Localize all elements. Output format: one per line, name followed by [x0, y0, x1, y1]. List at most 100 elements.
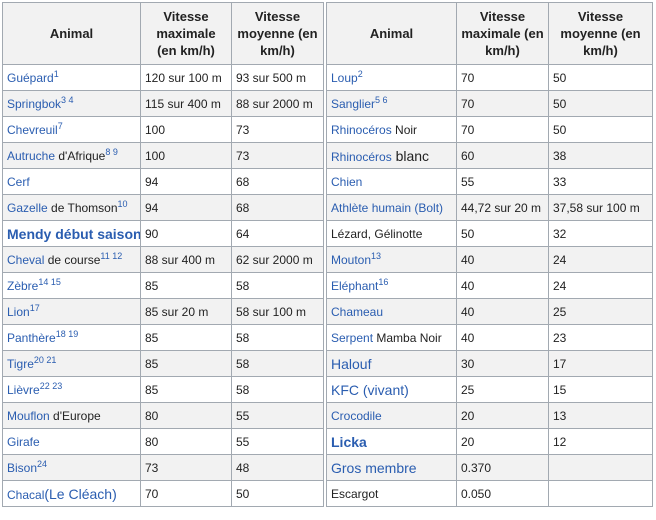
animal-link[interactable]: Zèbre: [7, 278, 39, 293]
animal-link[interactable]: Mouflon: [7, 408, 50, 423]
animal-link[interactable]: Lion: [7, 304, 30, 319]
data-row: Chacal(Le Cléach) 70 50: [2, 480, 324, 507]
animal-cell: Autruche d'Afrique8 9: [2, 142, 141, 169]
animal-link[interactable]: Loup: [331, 70, 358, 85]
animal-link[interactable]: Gros membre: [331, 459, 417, 476]
animal-link[interactable]: Autruche: [7, 148, 56, 163]
reference[interactable]: 22 23: [39, 380, 63, 391]
speed-cell: 55: [456, 168, 549, 195]
speed-cell: 62 sur 2000 m: [231, 246, 324, 273]
reference[interactable]: 3 4: [61, 94, 74, 105]
animal-cell: Gazelle de Thomson10: [2, 194, 141, 221]
animal-link[interactable]: Girafe: [7, 434, 40, 449]
speed-cell: 50: [231, 480, 324, 507]
animal-cell: Chameau: [326, 298, 457, 325]
reference[interactable]: 20 21: [33, 354, 57, 365]
speed-cell: 80: [140, 402, 232, 429]
speed-cell: 85 sur 20 m: [140, 298, 232, 325]
speed-cell: 44,72 sur 20 m: [456, 194, 549, 221]
speed-cell: [548, 480, 653, 507]
data-row: Cheval de course11 12 88 sur 400 m 62 sur …: [2, 246, 324, 273]
animal-cell: Girafe: [2, 428, 141, 455]
animal-link[interactable]: Tigre: [7, 356, 34, 371]
speed-cell: 58 sur 100 m: [231, 298, 324, 325]
speed-cell: 50: [548, 64, 653, 91]
reference[interactable]: 5 6: [375, 94, 388, 105]
reference[interactable]: 13: [371, 250, 382, 261]
data-row: Springbok3 4 115 sur 400 m 88 sur 2000 m: [2, 90, 324, 117]
speed-cell: 64: [231, 220, 324, 247]
reference[interactable]: 2: [357, 68, 363, 79]
animal-link[interactable]: Guépard: [7, 70, 54, 85]
animal-link[interactable]: Springbok: [7, 96, 62, 111]
animal-link[interactable]: Serpent: [331, 330, 374, 345]
animal-link[interactable]: Lièvre: [7, 382, 40, 397]
column-header: Vitesse maximale (en km/h): [140, 2, 232, 65]
reference[interactable]: 18 19: [55, 328, 79, 339]
animal-cell: Chevreuil7: [2, 116, 141, 143]
animal-cell: Athlète humain (Bolt): [326, 194, 457, 221]
speed-cell: 73: [140, 454, 232, 481]
animal-cell: Licka: [326, 428, 457, 455]
animal-link[interactable]: Crocodile: [331, 408, 382, 423]
animal-link[interactable]: Eléphant: [331, 278, 379, 293]
reference[interactable]: 24: [37, 458, 48, 469]
animal-link[interactable]: Panthère: [7, 330, 56, 345]
animal-link[interactable]: Cheval: [7, 252, 45, 267]
animal-cell: Gros membre: [326, 454, 457, 481]
data-row: Lion17 85 sur 20 m 58 sur 100 m: [2, 298, 324, 325]
column-header: Animal: [2, 2, 141, 65]
column-header: Vitesse moyenne (en km/h): [231, 2, 324, 65]
data-row: Serpent Mamba Noir 40 23: [326, 324, 653, 351]
animal-link[interactable]: Rhinocéros: [331, 149, 392, 164]
data-row: Chameau 40 25: [326, 298, 653, 325]
animal-cell: Zèbre14 15: [2, 272, 141, 299]
speed-cell: 115 sur 400 m: [140, 90, 232, 117]
speed-cell: 58: [231, 324, 324, 351]
animal-link[interactable]: Chacal: [7, 487, 45, 502]
speed-cell: 55: [231, 402, 324, 429]
reference[interactable]: 1: [53, 68, 59, 79]
speed-cell: 94: [140, 194, 232, 221]
speed-cell: 40: [456, 272, 549, 299]
animal-link[interactable]: KFC (vivant): [331, 381, 409, 398]
reference[interactable]: 16: [378, 276, 389, 287]
reference[interactable]: 10: [117, 198, 128, 209]
reference[interactable]: 11 12: [100, 250, 123, 261]
animal-text: Lézard, Gélinotte: [331, 226, 423, 241]
animal-link[interactable]: Licka: [331, 433, 367, 450]
speed-cell: 23: [548, 324, 653, 351]
speed-cell: 70: [456, 116, 549, 143]
data-row: Sanglier5 6 70 50: [326, 90, 653, 117]
speed-cell: 17: [548, 350, 653, 377]
speed-cell: 88 sur 400 m: [140, 246, 232, 273]
animal-link[interactable]: Gazelle: [7, 200, 48, 215]
animal-link[interactable]: Mouton: [331, 252, 372, 267]
animal-link[interactable]: Chien: [331, 174, 363, 189]
animal-link[interactable]: Chameau: [331, 304, 384, 319]
reference[interactable]: 8 9: [105, 146, 118, 157]
reference[interactable]: 14 15: [38, 276, 61, 287]
animal-link[interactable]: Rhinocéros: [331, 122, 392, 137]
speed-cell: 40: [456, 246, 549, 273]
column-header: Vitesse moyenne (en km/h): [548, 2, 653, 65]
animal-link[interactable]: Bison: [7, 460, 38, 475]
animal-link[interactable]: Cerf: [7, 174, 30, 189]
data-row: Loup2 70 50: [326, 64, 653, 91]
speed-cell: 85: [140, 376, 232, 403]
speed-cell: 50: [548, 90, 653, 117]
speed-cell: 24: [548, 272, 653, 299]
animal-link[interactable]: Halouf: [331, 355, 372, 372]
data-row: Rhinocéros blanc 60 38: [326, 142, 653, 169]
animal-link[interactable]: (Le Cléach): [44, 485, 117, 502]
reference[interactable]: 17: [29, 302, 40, 313]
animal-link[interactable]: Chevreuil: [7, 122, 58, 137]
animal-link[interactable]: Athlète humain (Bolt): [331, 200, 444, 215]
speed-cell: 93 sur 500 m: [231, 64, 324, 91]
data-row: Athlète humain (Bolt) 44,72 sur 20 m 37,58…: [326, 194, 653, 221]
animal-cell: Lièvre22 23: [2, 376, 141, 403]
animal-link[interactable]: Sanglier: [331, 96, 376, 111]
reference[interactable]: 7: [57, 120, 63, 131]
animal-link[interactable]: Mendy début saison: [7, 225, 141, 242]
